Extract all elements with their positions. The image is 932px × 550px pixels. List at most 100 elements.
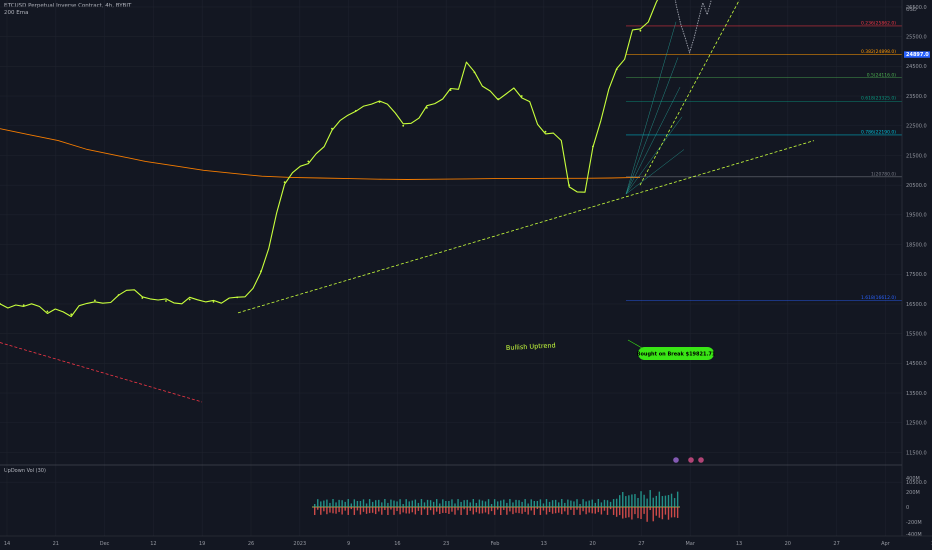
fib-level-label: 1(20780.0) <box>871 171 896 177</box>
volume-bar-up <box>432 501 435 507</box>
volume-bar-down <box>362 507 365 512</box>
volume-bar-up <box>649 490 651 507</box>
volume-bar-down <box>432 507 435 515</box>
volume-bar-down <box>673 507 676 518</box>
fib-level-label: 0.618(23325.0) <box>861 96 896 102</box>
time-tick-label: 12 <box>150 541 156 547</box>
time-tick-label: 21 <box>53 541 59 547</box>
fib-level-label: 0.236(25862.0) <box>861 20 896 26</box>
volume-bar-down <box>329 507 331 513</box>
fib-fan-line <box>625 57 679 195</box>
price-line <box>0 0 659 318</box>
volume-bar-up <box>484 501 487 507</box>
volume-bar-down <box>460 507 462 515</box>
price-point <box>473 71 476 74</box>
volume-tick-label: 0 <box>906 505 909 511</box>
volume-bar-up <box>533 500 535 507</box>
volume-bar-down <box>454 507 456 515</box>
time-tick-label: 13 <box>541 541 547 547</box>
price-point <box>544 130 547 133</box>
price-series <box>0 0 712 318</box>
volume-bar-down <box>649 507 651 511</box>
volume-bar-up <box>381 502 383 507</box>
price-axis-unit: USD <box>906 7 917 13</box>
price-point <box>568 184 571 187</box>
volume-bar-down <box>448 507 450 514</box>
volume-bar-down <box>490 507 493 512</box>
time-tick-label: 20 <box>785 541 791 547</box>
volume-bar-up <box>515 499 517 507</box>
volume-bar-down <box>423 507 426 510</box>
volume-bar-up <box>518 500 520 507</box>
volume-bar-up <box>524 499 526 507</box>
volume-bar-up <box>576 499 578 507</box>
volume-tick-label: 200M <box>906 490 920 496</box>
volume-bar-down <box>640 507 642 520</box>
volume-bar-down <box>612 507 615 515</box>
volume-bar-up <box>320 501 322 507</box>
volume-bar-up <box>603 499 606 507</box>
price-point <box>165 300 167 302</box>
volume-bar-down <box>634 507 636 515</box>
volume-bar-down <box>664 507 667 515</box>
chart-legend: BTCUSD Perpetual Inverse Contract, 4h, B… <box>4 3 131 17</box>
volume-bar-down <box>481 507 484 514</box>
volume-bar-down <box>545 507 548 515</box>
volume-pane <box>312 490 680 522</box>
volume-bar-down <box>667 507 670 520</box>
symbol-title: BTCUSD Perpetual Inverse Contract, 4h, B… <box>4 3 132 9</box>
volume-bar-up <box>521 501 523 507</box>
volume-bar-up <box>567 499 569 507</box>
volume-bar-up <box>344 501 346 507</box>
volume-bar-up <box>582 499 584 507</box>
volume-bar-up <box>341 500 343 507</box>
price-point <box>260 270 262 273</box>
volume-bar-up <box>451 499 453 507</box>
price-tick-label: 20500.0 <box>906 183 927 189</box>
event-marker-icon <box>673 457 679 463</box>
volume-bar-down <box>469 507 471 511</box>
volume-bar-down <box>451 507 453 512</box>
volume-bar-up <box>646 498 648 507</box>
price-tick-label: 10500.0 <box>906 480 927 486</box>
volume-bar-up <box>670 493 673 507</box>
volume-bar-down <box>646 507 648 522</box>
volume-bar-down <box>347 507 349 515</box>
price-point <box>402 124 405 127</box>
volume-bar-up <box>530 499 532 507</box>
time-tick-label: Dec <box>100 541 110 547</box>
volume-bar-down <box>625 507 627 518</box>
volume-bar-down <box>390 507 392 510</box>
volume-bar-up <box>317 499 319 507</box>
volume-bar-up <box>472 499 474 507</box>
volume-bar-down <box>365 507 368 514</box>
volume-bar-down <box>609 507 612 510</box>
volume-bar-down <box>500 507 502 515</box>
fib-level-label: 1.618(16612.0) <box>861 295 896 301</box>
volume-bar-up <box>390 499 392 507</box>
volume-bar-down <box>387 507 389 515</box>
volume-bar-up <box>448 500 450 507</box>
volume-bar-up <box>454 503 456 507</box>
volume-bar-down <box>411 507 413 513</box>
volume-bar-down <box>420 507 423 515</box>
price-point <box>426 107 428 109</box>
volume-bar-down <box>472 507 474 515</box>
volume-indicator-label: UpDown Vol (30) <box>4 468 46 474</box>
time-tick-label: 13 <box>736 541 742 547</box>
volume-bar-down <box>426 507 429 515</box>
volume-bar-down <box>320 507 322 515</box>
event-marker-icon <box>698 457 704 463</box>
price-badges: 27346.002:35:1224897.0 <box>904 51 930 58</box>
red-downtrend-line <box>0 342 203 403</box>
volume-bar-up <box>548 501 551 507</box>
volume-bar-down <box>597 507 600 513</box>
volume-bar-up <box>545 499 548 507</box>
volume-bar-down <box>402 507 404 513</box>
trend-label: Bullish Uptrend <box>506 341 556 352</box>
price-tick-label: 15500.0 <box>906 331 927 337</box>
volume-bar-down <box>533 507 535 515</box>
volume-bar-down <box>518 507 520 514</box>
volume-bar-down <box>353 507 356 515</box>
